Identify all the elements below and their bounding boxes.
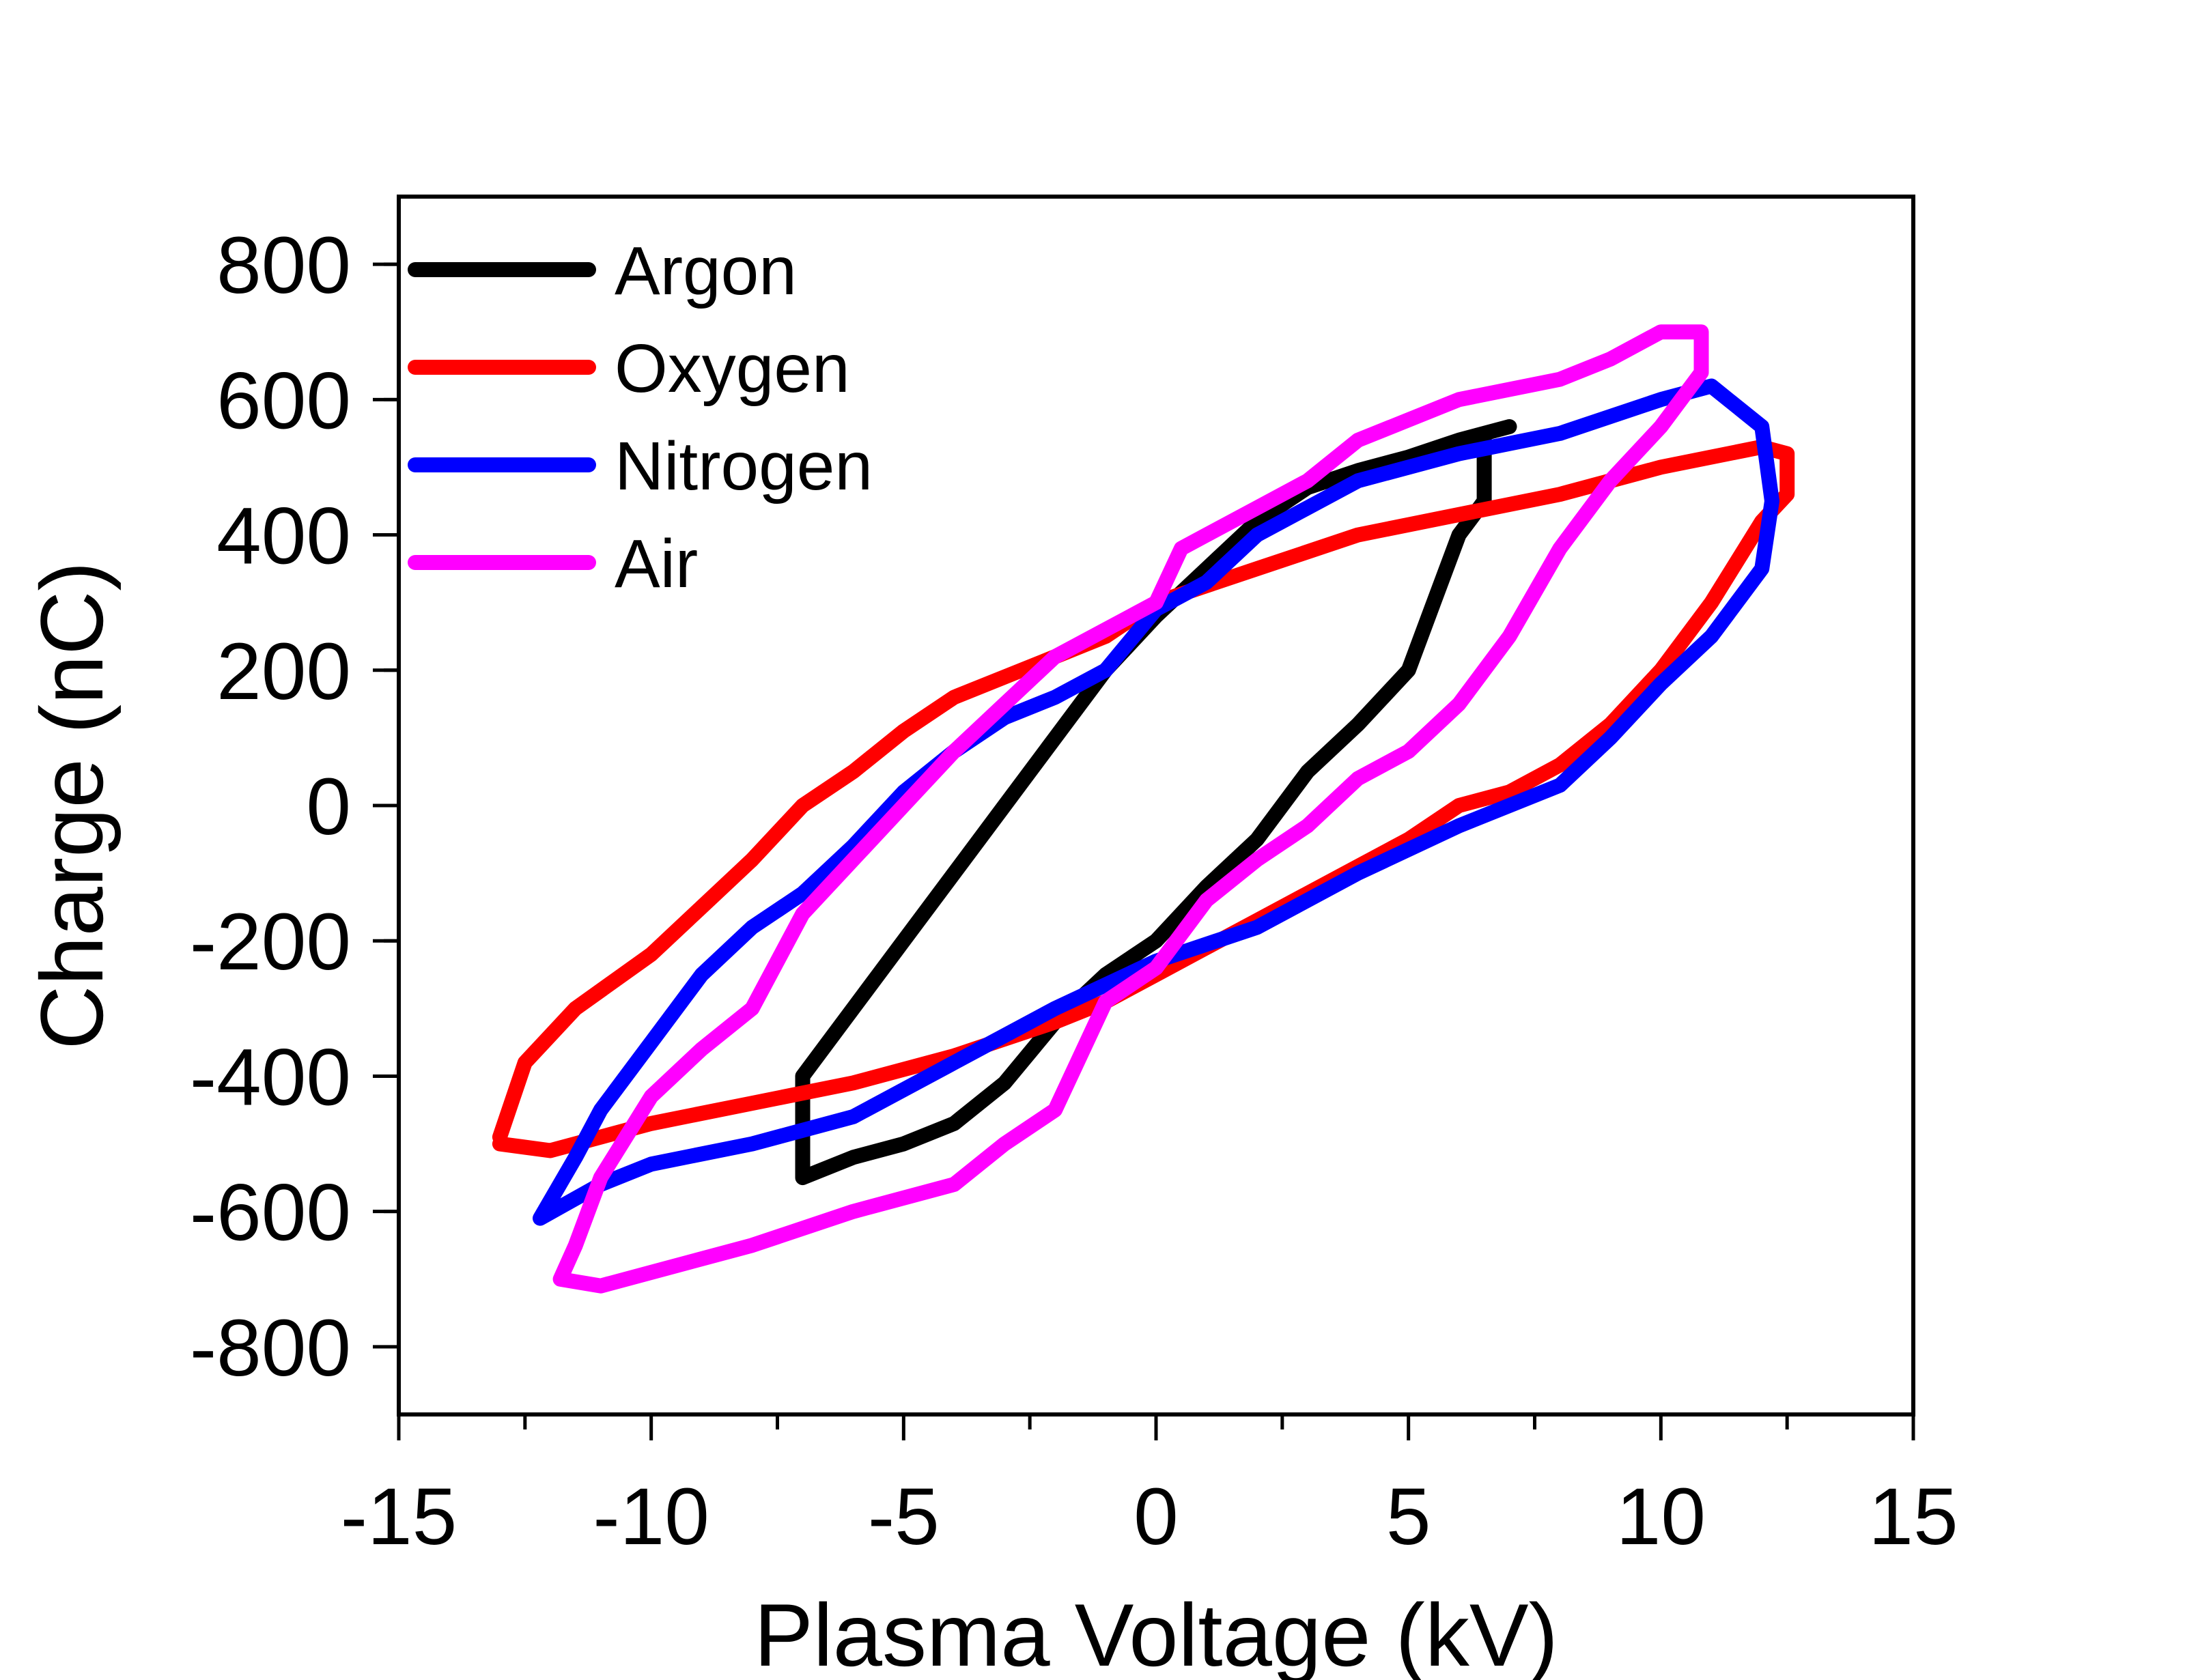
- x-tick-label: 5: [1386, 1472, 1431, 1562]
- series-layer: [492, 324, 1795, 1294]
- x-tick-label: 15: [1868, 1472, 1958, 1562]
- x-tick-label: -10: [593, 1472, 709, 1562]
- legend-label-oxygen: Oxygen: [615, 330, 850, 407]
- y-tick-label: -600: [190, 1168, 351, 1258]
- y-tick-label: -400: [190, 1032, 351, 1122]
- y-tick-label: -200: [190, 897, 351, 987]
- y-tick-label: 600: [216, 356, 351, 446]
- y-tick-label: 0: [306, 762, 351, 852]
- y-tick-label: -800: [190, 1303, 351, 1393]
- series-line-air: [552, 324, 1709, 1294]
- legend: Argon Oxygen Nitrogen Air: [408, 233, 873, 602]
- y-tick-label: 200: [216, 627, 351, 717]
- legend-label-air: Air: [615, 526, 698, 602]
- y-tick-label: 400: [216, 492, 351, 582]
- x-tick-label: -5: [868, 1472, 940, 1562]
- y-tick-label: 800: [216, 220, 351, 311]
- y-axis-title: Charge (nC): [22, 561, 122, 1049]
- series-line-nitrogen: [533, 378, 1779, 1226]
- x-tick-label: 0: [1134, 1472, 1179, 1562]
- x-axis-title: Plasma Voltage (kV): [754, 1585, 1558, 1680]
- x-tick-label: 10: [1616, 1472, 1706, 1562]
- x-tick-label: -15: [341, 1472, 458, 1562]
- legend-label-nitrogen: Nitrogen: [615, 428, 873, 504]
- ticks-layer: -15 -10 -5 0 5 10 15 -800 -600 -400 -200 0 200 400 600…: [190, 220, 1958, 1562]
- legend-label-argon: Argon: [615, 233, 797, 309]
